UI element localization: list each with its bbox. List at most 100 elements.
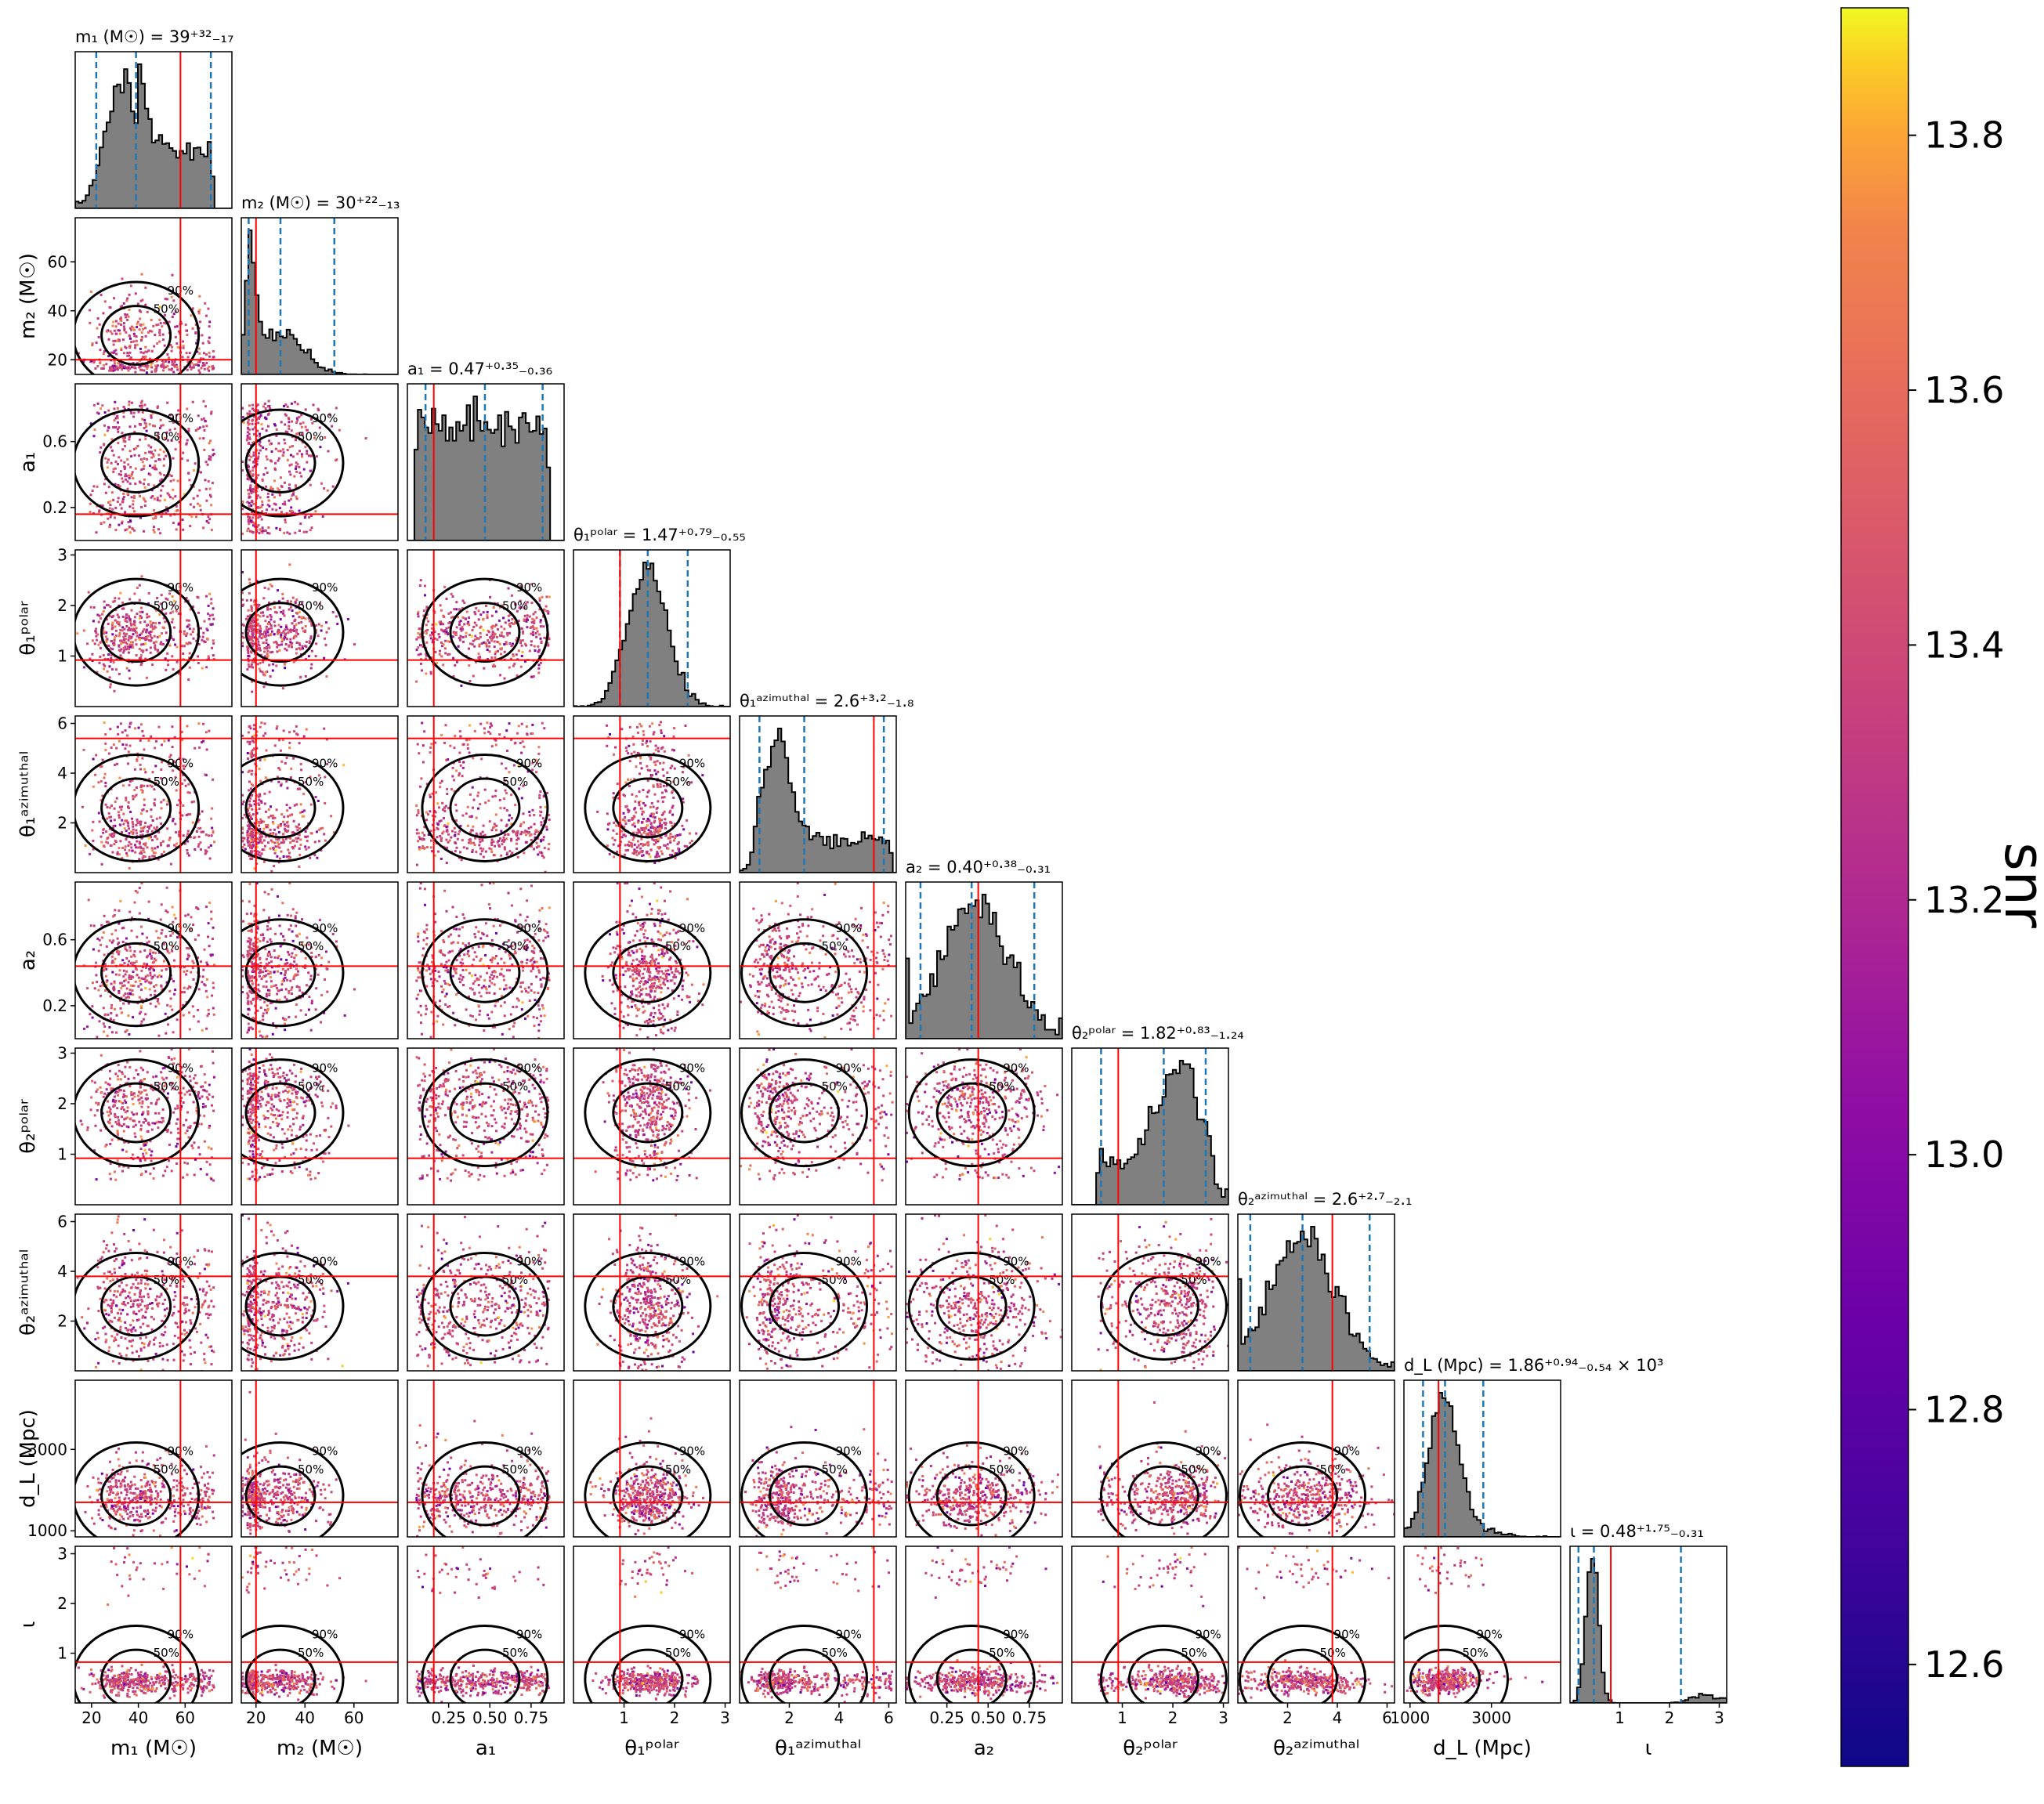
x-tick-label: 20 xyxy=(246,1708,266,1727)
panel-frame xyxy=(241,1213,399,1372)
panel-frame xyxy=(407,1546,565,1704)
panel-frame xyxy=(241,881,399,1039)
x-tick-label: 3 xyxy=(1714,1708,1724,1727)
contour-50 xyxy=(100,1082,172,1144)
samples-iota-vs-m2 xyxy=(241,1546,367,1701)
contour-50 xyxy=(100,1465,172,1527)
panel-iota-vs-a1: 50% 90% 0.25 0.50 0.75 a₁ xyxy=(407,1546,565,1760)
contour-label: 50% xyxy=(154,939,179,953)
contour-label: 90% xyxy=(1476,1628,1502,1642)
y-tick-label: 2 xyxy=(57,1312,67,1331)
contour-label: 90% xyxy=(516,580,542,595)
contour-label: 90% xyxy=(516,1628,542,1642)
x-tick-label: 0.75 xyxy=(1012,1708,1047,1727)
contour-label: 90% xyxy=(312,1444,338,1459)
y-tick-label: 3 xyxy=(57,545,67,564)
contour-label: 90% xyxy=(1334,1444,1360,1459)
panel-m1-vs-m1: m₁ (M☉) = 39⁺³²₋₁₇ xyxy=(74,27,233,209)
contour-50 xyxy=(100,305,172,366)
contour-label: 90% xyxy=(679,1444,705,1459)
contour-50 xyxy=(449,942,521,1003)
contour-50 xyxy=(1409,1648,1481,1703)
panel-theta1p-vs-m2: 50%90% xyxy=(241,549,399,707)
contour-label: 90% xyxy=(679,1254,705,1268)
contour-90 xyxy=(75,753,201,862)
x-tick-label: 0.25 xyxy=(929,1708,964,1727)
panel-theta2a-vs-a2: 50%90% xyxy=(905,1213,1063,1372)
y-tick-label: 20 xyxy=(48,350,67,369)
samples-m2-vs-m1 xyxy=(77,273,215,374)
contour-50 xyxy=(449,1465,521,1527)
x-tick-label: 1 xyxy=(1117,1708,1127,1727)
contour-90 xyxy=(1099,1625,1228,1703)
panel-theta2p-vs-theta1a: 50%90% xyxy=(739,1047,897,1206)
panel-title: a₁ = 0.47⁺⁰·³⁵₋₀.₃₆ xyxy=(407,360,552,378)
panel-dL-vs-theta1p: 50%90% xyxy=(573,1379,731,1538)
panel-a2-vs-a1: 50%90% xyxy=(407,881,565,1039)
samples-theta2p-vs-a2 xyxy=(906,1048,1062,1180)
contour-label: 90% xyxy=(312,1628,338,1642)
contour-label: 90% xyxy=(516,1061,542,1076)
panel-frame xyxy=(241,383,399,541)
panel-title: θ₂ᵃᶻⁱᵐᵘᵗʰᵃˡ = 2.6⁺²·⁷₋₂.₁ xyxy=(1238,1190,1412,1209)
x-tick-label: 3000 xyxy=(1471,1708,1511,1727)
samples-theta1a-vs-theta1p xyxy=(591,721,704,864)
contour-label: 50% xyxy=(665,1646,691,1660)
panel-theta2p-vs-a2: 50%90% xyxy=(905,1047,1063,1206)
contour-label: 50% xyxy=(989,1079,1015,1094)
contour-label: 50% xyxy=(298,939,324,953)
panel-a2-vs-a2: a₂ = 0.40⁺⁰·³⁸₋₀.₃₁ xyxy=(905,858,1063,1039)
colorbar-tick-label: 13.8 xyxy=(1924,114,2004,157)
histogram-m2 xyxy=(241,230,398,374)
panel-frame xyxy=(407,1213,565,1372)
contour-label: 50% xyxy=(502,1646,528,1660)
contour-label: 50% xyxy=(154,1079,179,1094)
contour-label: 50% xyxy=(822,1273,848,1287)
samples-theta1a-vs-a1 xyxy=(415,721,551,873)
y-tick-label: 1 xyxy=(57,646,67,665)
panel-a2-vs-m1: 50%90%0.20.6a₂ xyxy=(16,881,233,1039)
contour-90 xyxy=(421,1058,549,1168)
contour-label: 50% xyxy=(665,1079,691,1094)
contour-90 xyxy=(907,1058,1036,1168)
contour-90 xyxy=(75,1251,201,1361)
contour-label: 90% xyxy=(312,411,338,425)
contour-50 xyxy=(100,432,172,493)
panel-frame xyxy=(74,1213,233,1372)
panel-frame xyxy=(74,217,233,375)
contour-90 xyxy=(421,577,549,687)
y-axis-label: ι xyxy=(16,1621,40,1629)
panel-frame xyxy=(241,1047,399,1206)
contour-90 xyxy=(75,1058,201,1168)
histogram-theta1p xyxy=(573,562,730,707)
y-tick-label: 6 xyxy=(57,714,67,733)
contour-90 xyxy=(740,1058,869,1168)
panel-dL-vs-theta2p: 50%90% xyxy=(1071,1379,1229,1538)
contour-90 xyxy=(740,918,869,1028)
colorbar-tick-label: 13.4 xyxy=(1924,624,2004,666)
contour-label: 90% xyxy=(836,1061,862,1076)
y-tick-label: 60 xyxy=(48,252,67,271)
contour-90 xyxy=(241,1441,345,1537)
panel-frame xyxy=(74,1047,233,1206)
contour-label: 50% xyxy=(298,1646,324,1660)
samples-dL-vs-theta2a xyxy=(1238,1423,1395,1535)
panel-frame xyxy=(74,383,233,541)
contour-50 xyxy=(612,1082,684,1144)
panel-theta2p-vs-m2: 50%90% xyxy=(241,1047,399,1206)
x-axis-label: a₂ xyxy=(974,1737,994,1760)
contour-90 xyxy=(1239,1441,1367,1537)
samples-theta2p-vs-m1 xyxy=(79,1048,215,1182)
contour-90 xyxy=(241,753,345,862)
contour-label: 50% xyxy=(989,1273,1015,1287)
colorbar-tick-label: 13.2 xyxy=(1924,879,2004,921)
panel-frame xyxy=(905,881,1063,1039)
contour-90 xyxy=(75,1625,201,1703)
samples-theta1a-vs-m1 xyxy=(81,721,215,869)
samples-theta1a-vs-m2 xyxy=(241,721,345,873)
contour-label: 90% xyxy=(1003,1628,1029,1642)
samples-theta2p-vs-theta1p xyxy=(594,1048,711,1182)
contour-label: 50% xyxy=(154,429,179,443)
